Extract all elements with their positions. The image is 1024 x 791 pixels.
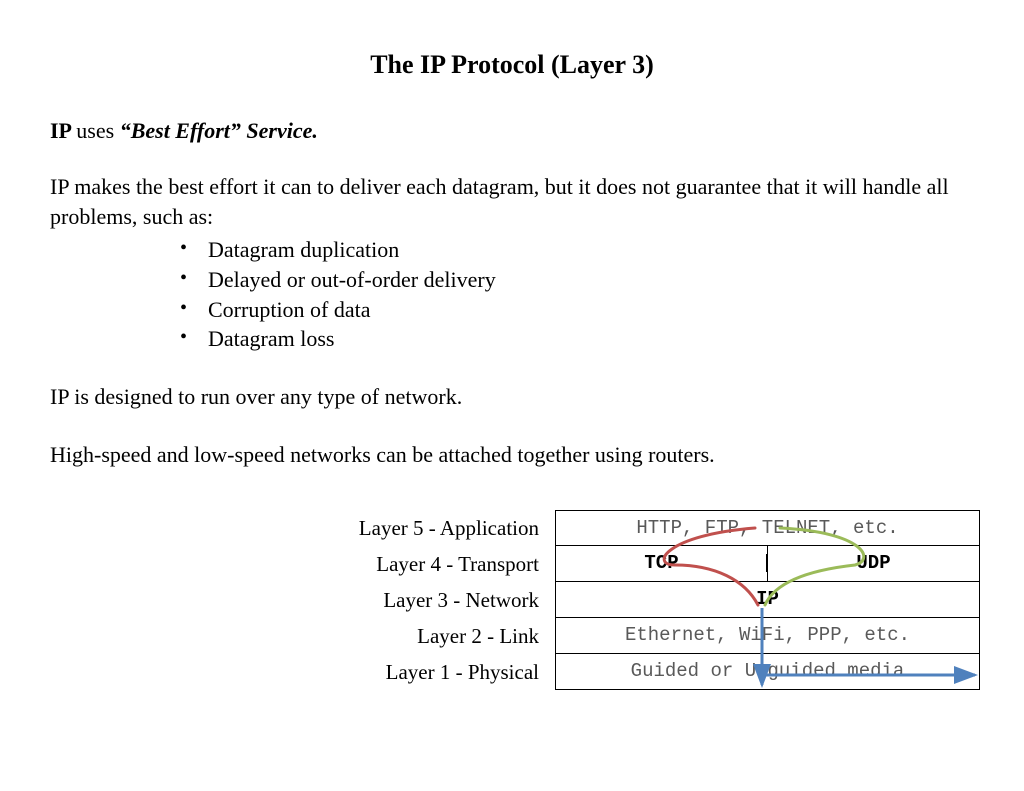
- problem-list: Datagram duplication Delayed or out-of-o…: [180, 235, 974, 354]
- layer-cell: Guided or Unguided media: [555, 654, 980, 690]
- paragraph-2: High-speed and low-speed networks can be…: [50, 440, 974, 470]
- layer-cell-udp: UDP: [768, 546, 980, 582]
- diagram-row-2: Layer 2 - Link Ethernet, WiFi, PPP, etc.: [340, 618, 980, 654]
- list-item: Corruption of data: [180, 295, 974, 325]
- intro-plain: uses: [76, 118, 119, 143]
- layer-label: Layer 2 - Link: [340, 618, 555, 654]
- intro-bold: IP: [50, 118, 76, 143]
- diagram-row-3: Layer 3 - Network IP: [340, 582, 980, 618]
- layer-label: Layer 3 - Network: [340, 582, 555, 618]
- transport-mid-sep: [766, 554, 767, 572]
- layer-cell-tcp: TCP: [555, 546, 768, 582]
- layer-diagram: Layer 5 - Application HTTP, FTP, TELNET,…: [340, 510, 980, 690]
- layer-cell-ip: IP: [555, 582, 980, 618]
- paragraph-1: IP is designed to run over any type of n…: [50, 382, 974, 412]
- layer-label: Layer 4 - Transport: [340, 546, 555, 582]
- layer-cell: HTTP, FTP, TELNET, etc.: [555, 510, 980, 546]
- list-item: Delayed or out-of-order delivery: [180, 265, 974, 295]
- layer-label: Layer 1 - Physical: [340, 654, 555, 690]
- intro-line: IP uses “Best Effort” Service.: [50, 118, 974, 144]
- list-item: Datagram duplication: [180, 235, 974, 265]
- lead-text: IP makes the best effort it can to deliv…: [50, 172, 974, 231]
- layer-cell: Ethernet, WiFi, PPP, etc.: [555, 618, 980, 654]
- intro-italic: “Best Effort” Service.: [120, 118, 318, 143]
- page-title: The IP Protocol (Layer 3): [50, 50, 974, 80]
- list-item: Datagram loss: [180, 324, 974, 354]
- diagram-row-5: Layer 5 - Application HTTP, FTP, TELNET,…: [340, 510, 980, 546]
- layer-label: Layer 5 - Application: [340, 510, 555, 546]
- diagram-row-1: Layer 1 - Physical Guided or Unguided me…: [340, 654, 980, 690]
- diagram-row-4: Layer 4 - Transport TCP UDP: [340, 546, 980, 582]
